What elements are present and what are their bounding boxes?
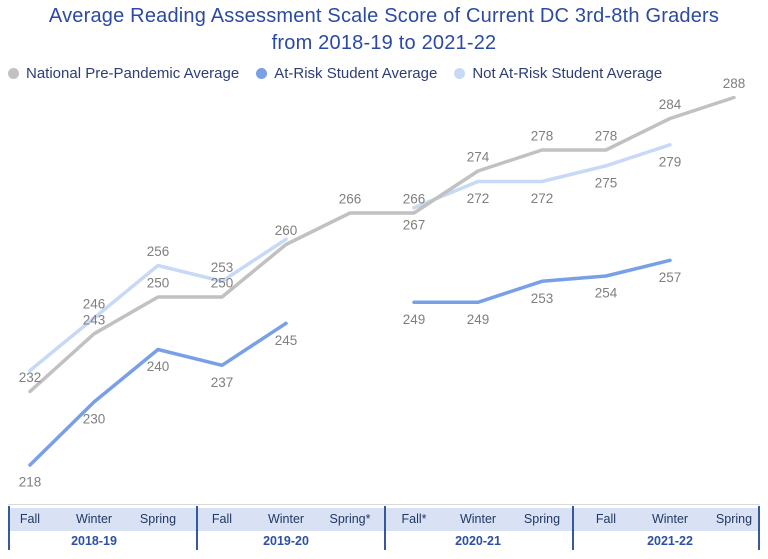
data-label: 237 bbox=[211, 375, 234, 390]
season-label-2019-20-Spring: Spring* bbox=[329, 512, 371, 526]
series-line-1 bbox=[28, 321, 288, 467]
legend-label-at-risk: At-Risk Student Average bbox=[274, 64, 438, 82]
data-label: 278 bbox=[531, 129, 554, 144]
legend-label-national-pre-pandemic: National Pre-Pandemic Average bbox=[26, 64, 240, 82]
legend-label-not-at-risk: Not At-Risk Student Average bbox=[472, 64, 663, 82]
legend-dot-not-at-risk bbox=[454, 67, 466, 79]
data-label: 232 bbox=[19, 370, 42, 385]
legend-item-at-risk: At-Risk Student Average bbox=[256, 65, 437, 82]
data-label: 279 bbox=[659, 154, 682, 169]
data-label: 288 bbox=[723, 76, 746, 91]
season-label-2020-21-Fall: Fall* bbox=[401, 512, 427, 526]
season-label-2019-20-Fall: Fall bbox=[211, 512, 233, 526]
data-label: 253 bbox=[211, 260, 234, 275]
data-label: 256 bbox=[147, 244, 170, 259]
data-label: 246 bbox=[83, 297, 106, 312]
data-label: 243 bbox=[83, 312, 106, 327]
data-label: 253 bbox=[531, 291, 554, 306]
season-label-2018-19-Fall: Fall bbox=[19, 512, 41, 526]
chart-title-line2: from 2018-19 to 2021-22 bbox=[271, 32, 497, 54]
data-label: 275 bbox=[595, 175, 618, 190]
legend: National Pre-Pandemic Average At-Risk Stu… bbox=[8, 61, 662, 85]
data-label: 250 bbox=[147, 276, 170, 291]
data-label: 257 bbox=[659, 270, 682, 285]
legend-dot-at-risk bbox=[256, 67, 268, 79]
data-label: 284 bbox=[659, 97, 682, 112]
data-label: 245 bbox=[275, 333, 298, 348]
data-label: 272 bbox=[531, 191, 554, 206]
season-label-2018-19-Spring: Spring bbox=[139, 512, 177, 526]
year-divider-0 bbox=[8, 506, 10, 550]
x-axis-line bbox=[8, 504, 760, 505]
year-label-2019-20: 2019-20 bbox=[263, 534, 309, 548]
year-divider-1 bbox=[196, 506, 198, 550]
data-label: 267 bbox=[403, 217, 426, 232]
data-label: 274 bbox=[467, 150, 490, 165]
chart-title: Average Reading Assessment Scale Score o… bbox=[0, 3, 768, 57]
series-line-0 bbox=[28, 95, 736, 394]
year-label-2021-22: 2021-22 bbox=[647, 534, 693, 548]
legend-dot-national-pre-pandemic bbox=[8, 67, 19, 79]
data-label: 240 bbox=[147, 359, 170, 374]
data-label: 266 bbox=[403, 192, 426, 207]
season-label-2021-22-Winter: Winter bbox=[651, 512, 689, 526]
data-label: 266 bbox=[339, 192, 362, 207]
legend-item-national-pre-pandemic: National Pre-Pandemic Average bbox=[8, 65, 239, 82]
data-label: 254 bbox=[595, 286, 618, 301]
data-label: 260 bbox=[275, 223, 298, 238]
year-label-2020-21: 2020-21 bbox=[455, 534, 501, 548]
season-label-2020-21-Winter: Winter bbox=[459, 512, 497, 526]
data-label: 249 bbox=[467, 312, 490, 327]
season-label-2020-21-Spring: Spring bbox=[523, 512, 561, 526]
series-line-2 bbox=[28, 237, 288, 373]
year-label-2018-19: 2018-19 bbox=[71, 534, 117, 548]
data-label: 249 bbox=[403, 312, 426, 327]
legend-item-not-at-risk: Not At-Risk Student Average bbox=[454, 65, 662, 82]
year-divider-4 bbox=[758, 506, 760, 550]
series-line-1 bbox=[412, 258, 672, 305]
series-line-2 bbox=[412, 143, 672, 210]
data-label: 218 bbox=[19, 475, 42, 490]
year-divider-2 bbox=[384, 506, 386, 550]
season-label-2019-20-Winter: Winter bbox=[267, 512, 305, 526]
season-band bbox=[8, 508, 759, 531]
data-label: 230 bbox=[83, 412, 106, 427]
year-divider-3 bbox=[572, 506, 574, 550]
season-label-2021-22-Spring: Spring bbox=[715, 512, 753, 526]
data-label: 278 bbox=[595, 129, 618, 144]
data-label: 272 bbox=[467, 191, 490, 206]
chart-title-line1: Average Reading Assessment Scale Score o… bbox=[48, 5, 720, 27]
data-label: 250 bbox=[211, 276, 234, 291]
season-label-2018-19-Winter: Winter bbox=[75, 512, 113, 526]
season-label-2021-22-Fall: Fall bbox=[595, 512, 617, 526]
